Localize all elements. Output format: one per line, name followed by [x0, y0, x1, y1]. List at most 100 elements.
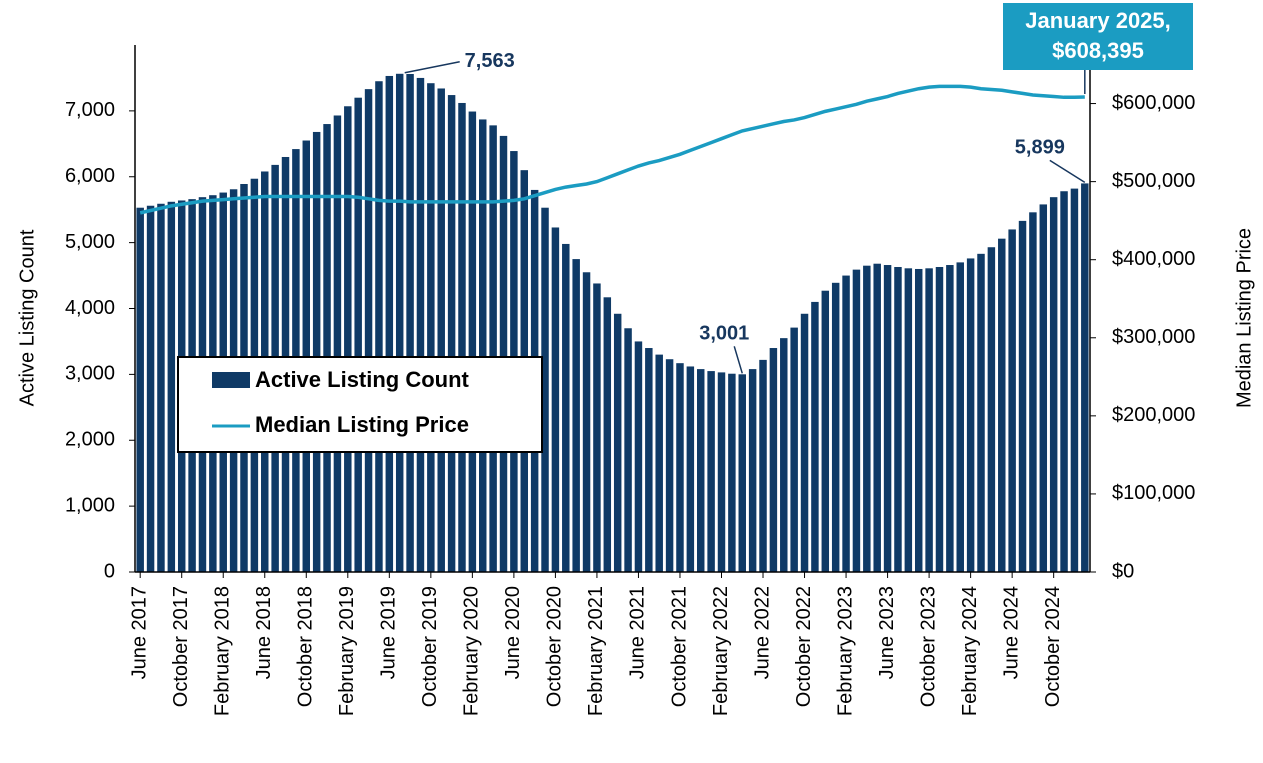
- bar: [707, 371, 715, 572]
- bar: [1070, 188, 1079, 573]
- legend-label: Active Listing Count: [255, 367, 470, 392]
- bar: [811, 301, 819, 572]
- x-tick-label: February 2023: [834, 586, 856, 716]
- bar: [987, 247, 996, 572]
- y-tick-label: 5,000: [65, 231, 115, 253]
- y-tick-label: 1,000: [65, 494, 115, 516]
- bar: [489, 125, 497, 573]
- bar: [416, 77, 425, 572]
- bar: [551, 227, 560, 572]
- bar: [468, 111, 477, 572]
- bar: [904, 268, 913, 572]
- legend-label: Median Listing Price: [255, 412, 469, 437]
- bar: [624, 328, 632, 572]
- bar: [479, 119, 487, 572]
- bar: [821, 290, 830, 572]
- data-label: 3,001: [699, 323, 749, 345]
- bar: [167, 201, 176, 572]
- bar: [883, 265, 892, 572]
- leader-line: [404, 61, 460, 74]
- x-tick-label: June 2018: [253, 586, 275, 679]
- y-tick-label: 0: [104, 560, 115, 582]
- bar: [831, 282, 840, 572]
- bar: [375, 81, 383, 572]
- x-tick-label: June 2019: [378, 586, 400, 679]
- bar: [863, 265, 871, 572]
- bar: [541, 207, 549, 572]
- bar: [1008, 229, 1016, 572]
- x-tick-label: June 2022: [751, 586, 773, 679]
- leader-line: [733, 346, 743, 374]
- price-line: [139, 84, 1085, 215]
- bar: [333, 115, 342, 572]
- bar: [427, 83, 435, 573]
- bar: [1049, 197, 1058, 572]
- bar: [738, 374, 746, 572]
- bar: [593, 283, 601, 572]
- bar: [852, 269, 861, 572]
- x-tick-label: February 2019: [336, 586, 358, 716]
- x-tick-label: October 2023: [917, 586, 939, 707]
- bar: [780, 338, 788, 572]
- x-tick-label: October 2019: [419, 586, 441, 707]
- bar: [717, 372, 726, 572]
- y2-tick-label: $300,000: [1112, 326, 1195, 348]
- bar: [562, 243, 570, 572]
- x-tick-label: October 2021: [668, 586, 690, 707]
- bar: [728, 373, 736, 572]
- y-tick-label: 2,000: [65, 429, 115, 451]
- x-tick-label: October 2020: [544, 586, 566, 707]
- x-tick-label: October 2018: [295, 586, 317, 707]
- bar: [914, 268, 923, 572]
- bar: [894, 266, 902, 572]
- y-tick-label: 6,000: [65, 165, 115, 187]
- bar: [1081, 183, 1089, 572]
- bar: [634, 341, 643, 572]
- bar: [655, 354, 663, 572]
- x-tick-label: February 2024: [959, 586, 981, 716]
- y2-tick-label: $200,000: [1112, 404, 1195, 426]
- legend: Active Listing Count Median Listing Pric…: [177, 356, 543, 453]
- bar: [925, 268, 933, 572]
- bar: [665, 359, 674, 572]
- callout-value: $608,395: [1052, 38, 1144, 63]
- bar: [748, 369, 757, 572]
- callout-text: January 2025,: [1025, 8, 1171, 33]
- bar: [998, 238, 1006, 573]
- x-tick-label: October 2017: [170, 586, 192, 707]
- x-tick-label: February 2020: [461, 586, 483, 716]
- bar: [1039, 204, 1048, 573]
- bar: [395, 73, 404, 572]
- leader-line: [1049, 159, 1086, 184]
- bar: [499, 135, 508, 572]
- bar: [1018, 220, 1027, 573]
- x-tick-label: June 2021: [627, 586, 649, 679]
- bar: [676, 363, 684, 572]
- bar: [146, 205, 155, 573]
- y-tick-label: 3,000: [65, 363, 115, 385]
- bar: [873, 263, 881, 572]
- x-tick-label: June 2024: [1000, 586, 1022, 679]
- bar: [323, 124, 331, 573]
- bar: [344, 106, 352, 573]
- x-tick-label: June 2023: [876, 586, 898, 679]
- bar: [437, 88, 445, 572]
- x-tick-label: February 2022: [710, 586, 732, 716]
- bar: [582, 272, 591, 572]
- bar: [572, 259, 580, 572]
- bar: [312, 131, 321, 572]
- bar: [696, 369, 705, 572]
- bar: [613, 313, 622, 572]
- y-axis-title: Active Listing Count: [16, 229, 38, 406]
- bar: [136, 207, 144, 572]
- data-label: 7,563: [465, 50, 515, 72]
- bar: [977, 253, 985, 573]
- bar: [354, 97, 362, 572]
- bar: [790, 327, 798, 572]
- x-tick-label: February 2018: [212, 586, 234, 716]
- bar: [686, 366, 695, 572]
- y2-tick-label: $500,000: [1112, 170, 1195, 192]
- bar: [406, 73, 414, 573]
- y-tick-label: 4,000: [65, 297, 115, 319]
